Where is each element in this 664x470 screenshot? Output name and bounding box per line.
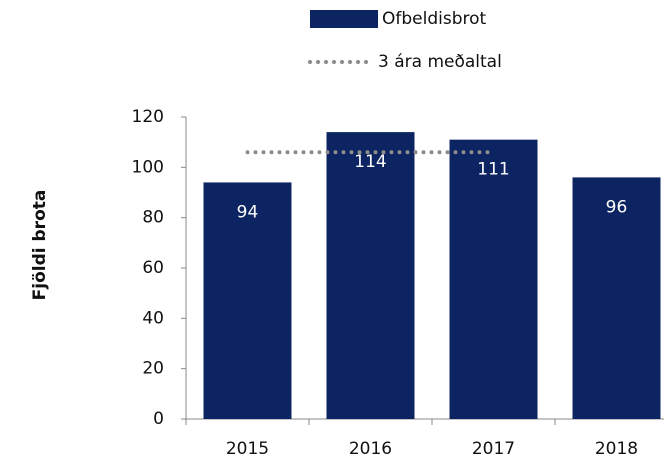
bar (572, 177, 661, 419)
data-label: 114 (354, 152, 386, 172)
bar (203, 182, 292, 419)
y-tick-label: 20 (142, 359, 164, 379)
bar (326, 132, 415, 419)
y-tick-label: 0 (153, 409, 164, 429)
y-tick-label: 60 (142, 258, 164, 278)
y-tick-label: 100 (132, 157, 164, 177)
x-tick-label: 2017 (472, 439, 515, 459)
x-tick-label: 2016 (349, 439, 392, 459)
legend-swatch (310, 10, 378, 28)
legend-label: 3 ára meðaltal (378, 52, 502, 72)
y-tick-label: 40 (142, 308, 164, 328)
y-tick-label: 120 (132, 107, 164, 127)
y-tick-label: 80 (142, 208, 164, 228)
y-axis-title: Fjöldi brota (30, 190, 50, 301)
x-tick-label: 2018 (595, 439, 638, 459)
bar (449, 139, 538, 419)
legend-label: Ofbeldisbrot (382, 9, 487, 29)
data-label: 111 (477, 160, 509, 180)
data-label: 96 (606, 197, 628, 217)
x-tick-label: 2015 (226, 439, 269, 459)
data-label: 94 (237, 202, 259, 222)
